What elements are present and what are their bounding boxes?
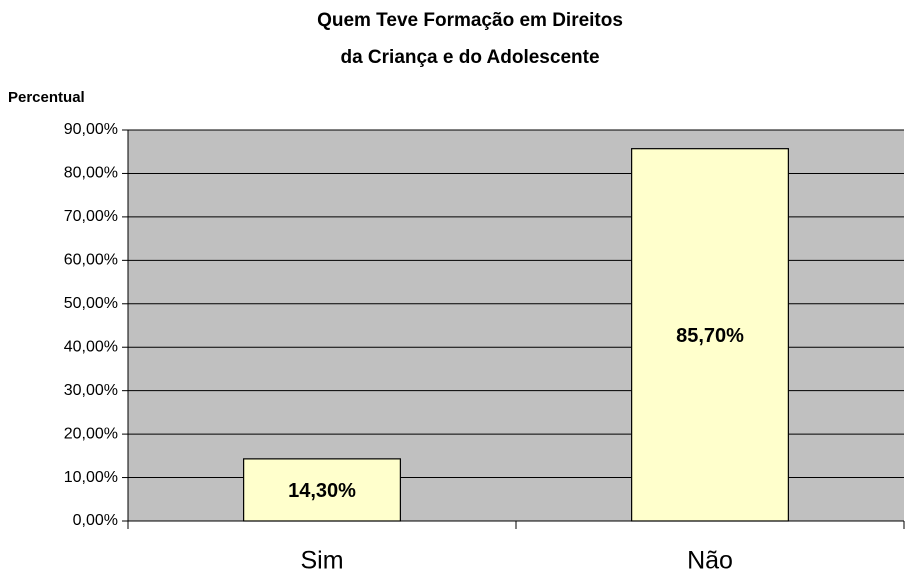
y-tick-label: 80,00% [64,165,118,182]
chart-title: Quem Teve Formação em Direitos [317,10,623,31]
y-tick-label: 20,00% [64,425,118,442]
x-tick-label: Sim [300,547,343,575]
y-tick-label: 10,00% [64,469,118,486]
y-tick-label: 70,00% [64,208,118,225]
chart-title: da Criança e do Adolescente [340,47,599,68]
y-tick-label: 30,00% [64,382,118,399]
y-tick-label: 90,00% [64,121,118,138]
value-label: 14,30% [288,480,356,502]
y-tick-label: 40,00% [64,338,118,355]
x-tick-label: Não [687,547,733,575]
y-tick-label: 0,00% [73,512,118,529]
value-label: 85,70% [676,325,744,347]
y-axis-label: Percentual [8,89,85,106]
bar [631,148,789,522]
bar [243,458,401,522]
y-tick-label: 50,00% [64,295,118,312]
y-tick-label: 60,00% [64,252,118,269]
